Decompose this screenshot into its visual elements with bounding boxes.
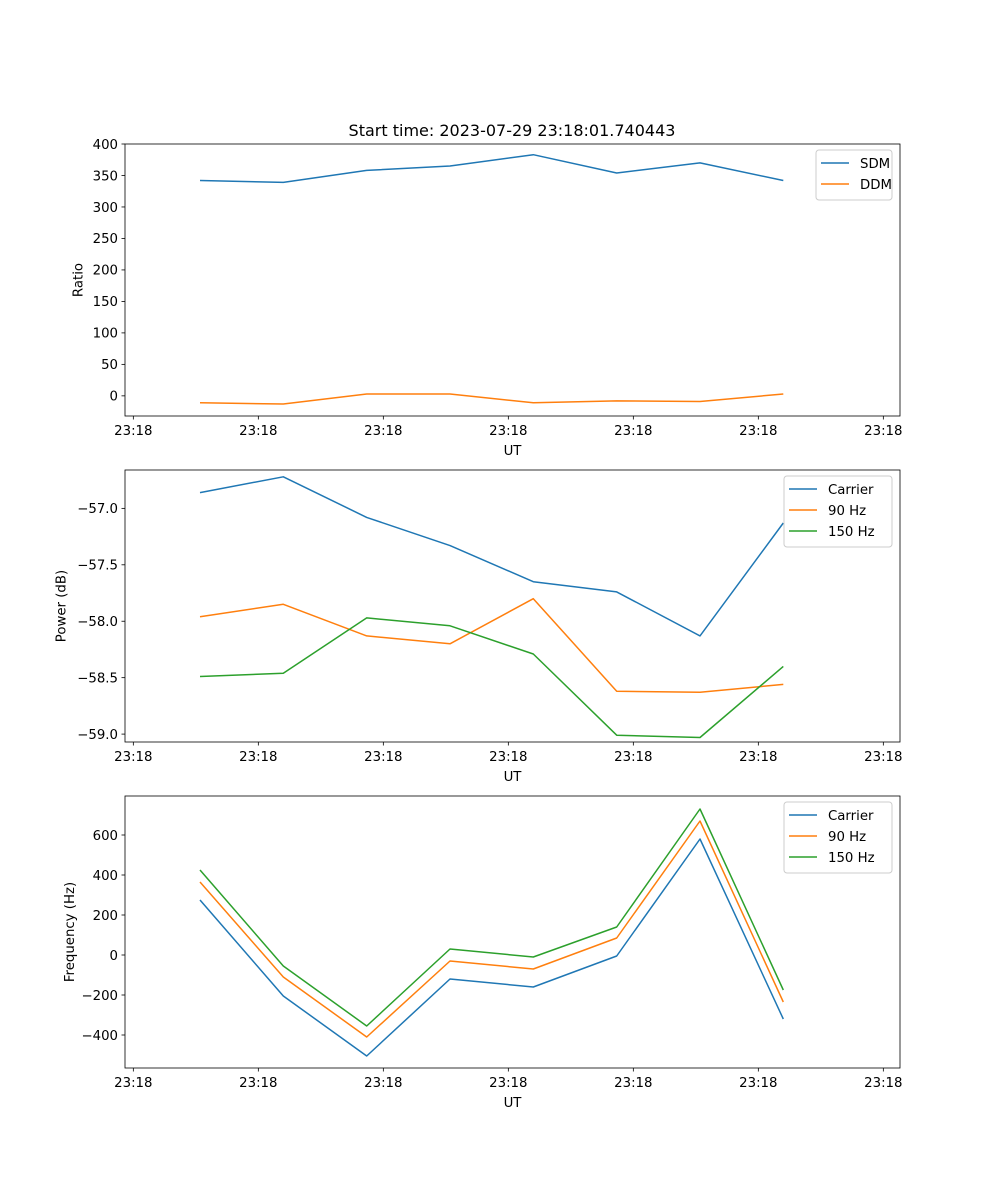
x-tick-label: 23:18 [489, 750, 527, 765]
series-line-sdm [199, 153, 784, 184]
y-tick-label: 350 [93, 169, 118, 184]
series-line-150-hz [199, 617, 784, 739]
x-tick-label: 23:18 [364, 424, 402, 439]
series-line-carrier [199, 838, 784, 1057]
legend-label: SDM [860, 157, 890, 172]
legend-label: 90 Hz [828, 830, 866, 845]
x-tick-label: 23:18 [114, 750, 152, 765]
x-tick-label: 23:18 [239, 1076, 277, 1091]
x-tick-label: 23:18 [614, 1076, 652, 1091]
axes-frame [124, 795, 901, 1069]
x-tick-label: 23:18 [239, 424, 277, 439]
y-tick-label: 600 [93, 829, 118, 844]
y-tick-label: 0 [110, 949, 118, 964]
legend-label: Carrier [828, 809, 874, 824]
x-axis-label: UT [504, 1096, 523, 1111]
x-tick-label: 23:18 [489, 1076, 527, 1091]
axes-frame [124, 143, 901, 417]
y-tick-label: 0 [110, 390, 118, 405]
legend: SDM DDM [815, 149, 893, 201]
legend-box [783, 801, 893, 874]
x-tick-label: 23:18 [364, 1076, 402, 1091]
x-tick-label: 23:18 [239, 750, 277, 765]
x-tick-label: 23:18 [739, 1076, 777, 1091]
series-line-90-hz [199, 597, 784, 694]
y-tick-label: 50 [101, 358, 118, 373]
legend: Carrier 90 Hz 150 Hz [783, 801, 893, 874]
chart-panel-1: 23:18 23:18 23:18 23:18 23:18 23:18 23:18 0 50 10… [72, 138, 903, 459]
legend-label: DDM [860, 178, 892, 193]
y-tick-label: −57.0 [77, 502, 118, 517]
series-line-ddm [199, 393, 784, 405]
legend-label: Carrier [828, 483, 874, 498]
y-tick-label: −58.5 [77, 671, 118, 686]
x-tick-label: 23:18 [864, 424, 902, 439]
y-tick-label: 400 [93, 869, 118, 884]
y-tick-label: 400 [93, 138, 118, 153]
x-tick-label: 23:18 [114, 1076, 152, 1091]
y-tick-label: 300 [93, 201, 118, 216]
legend-label: 150 Hz [828, 851, 875, 866]
x-axis-label: UT [504, 770, 523, 785]
y-tick-label: −59.0 [77, 728, 118, 743]
legend-label: 90 Hz [828, 504, 866, 519]
y-tick-label: −400 [81, 1029, 118, 1044]
legend: Carrier 90 Hz 150 Hz [783, 475, 893, 548]
chart-panel-2: 23:18 23:18 23:18 23:18 23:18 23:18 23:18 −59.0… [55, 469, 902, 785]
figure-title: Start time: 2023-07-29 23:18:01.740443 [349, 121, 676, 140]
legend-box [783, 475, 893, 548]
legend-label: 150 Hz [828, 525, 875, 540]
y-axis-label: Power (dB) [55, 570, 70, 642]
series-line-90-hz [199, 820, 784, 1038]
y-tick-label: −200 [81, 989, 118, 1004]
x-tick-label: 23:18 [489, 424, 527, 439]
x-tick-label: 23:18 [864, 750, 902, 765]
series-line-150-hz [199, 808, 784, 1027]
y-axis-label: Ratio [72, 263, 87, 297]
y-tick-label: 200 [93, 264, 118, 279]
y-tick-label: 250 [93, 232, 118, 247]
y-tick-label: 200 [93, 909, 118, 924]
x-tick-label: 23:18 [739, 424, 777, 439]
x-tick-label: 23:18 [614, 750, 652, 765]
x-tick-label: 23:18 [739, 750, 777, 765]
x-tick-label: 23:18 [114, 424, 152, 439]
x-axis-label: UT [504, 444, 523, 459]
x-tick-label: 23:18 [364, 750, 402, 765]
y-axis-label: Frequency (Hz) [63, 882, 78, 982]
y-tick-label: 100 [93, 327, 118, 342]
y-tick-label: −57.5 [77, 559, 118, 574]
y-tick-label: −58.0 [77, 615, 118, 630]
y-tick-label: 150 [93, 295, 118, 310]
x-tick-label: 23:18 [614, 424, 652, 439]
axes-frame [124, 469, 901, 743]
chart-panel-3: 23:18 23:18 23:18 23:18 23:18 23:18 23:18 −400 −… [63, 795, 902, 1111]
series-line-carrier [199, 476, 784, 637]
x-tick-label: 23:18 [864, 1076, 902, 1091]
